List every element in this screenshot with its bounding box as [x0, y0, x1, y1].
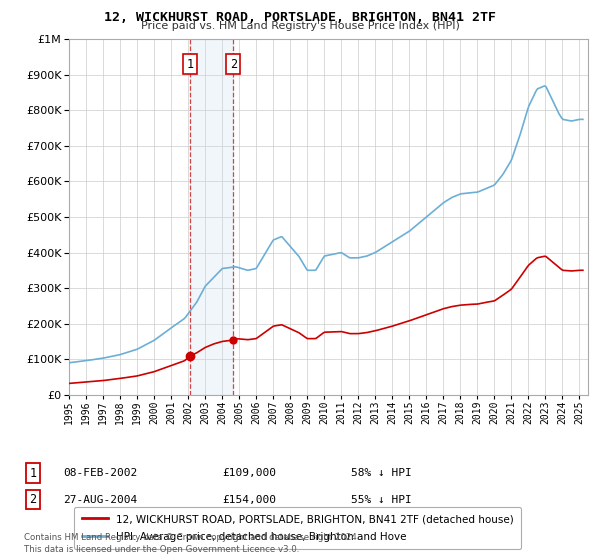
Bar [190, 39, 233, 395]
Legend: 12, WICKHURST ROAD, PORTSLADE, BRIGHTON, BN41 2TF (detached house), HPI: Average: 12, WICKHURST ROAD, PORTSLADE, BRIGHTON,… [74, 507, 521, 549]
Text: 55% ↓ HPI: 55% ↓ HPI [351, 494, 412, 505]
Text: 2: 2 [29, 493, 37, 506]
Text: 12, WICKHURST ROAD, PORTSLADE, BRIGHTON, BN41 2TF: 12, WICKHURST ROAD, PORTSLADE, BRIGHTON,… [104, 11, 496, 24]
Text: £109,000: £109,000 [222, 468, 276, 478]
Text: 1: 1 [29, 466, 37, 480]
Text: 08-FEB-2002: 08-FEB-2002 [63, 468, 137, 478]
Text: 58% ↓ HPI: 58% ↓ HPI [351, 468, 412, 478]
Text: Contains HM Land Registry data © Crown copyright and database right 2024.
This d: Contains HM Land Registry data © Crown c… [24, 533, 359, 554]
Text: 2: 2 [230, 58, 237, 71]
Text: Price paid vs. HM Land Registry's House Price Index (HPI): Price paid vs. HM Land Registry's House … [140, 21, 460, 31]
Text: 27-AUG-2004: 27-AUG-2004 [63, 494, 137, 505]
Text: 1: 1 [186, 58, 193, 71]
Text: £154,000: £154,000 [222, 494, 276, 505]
